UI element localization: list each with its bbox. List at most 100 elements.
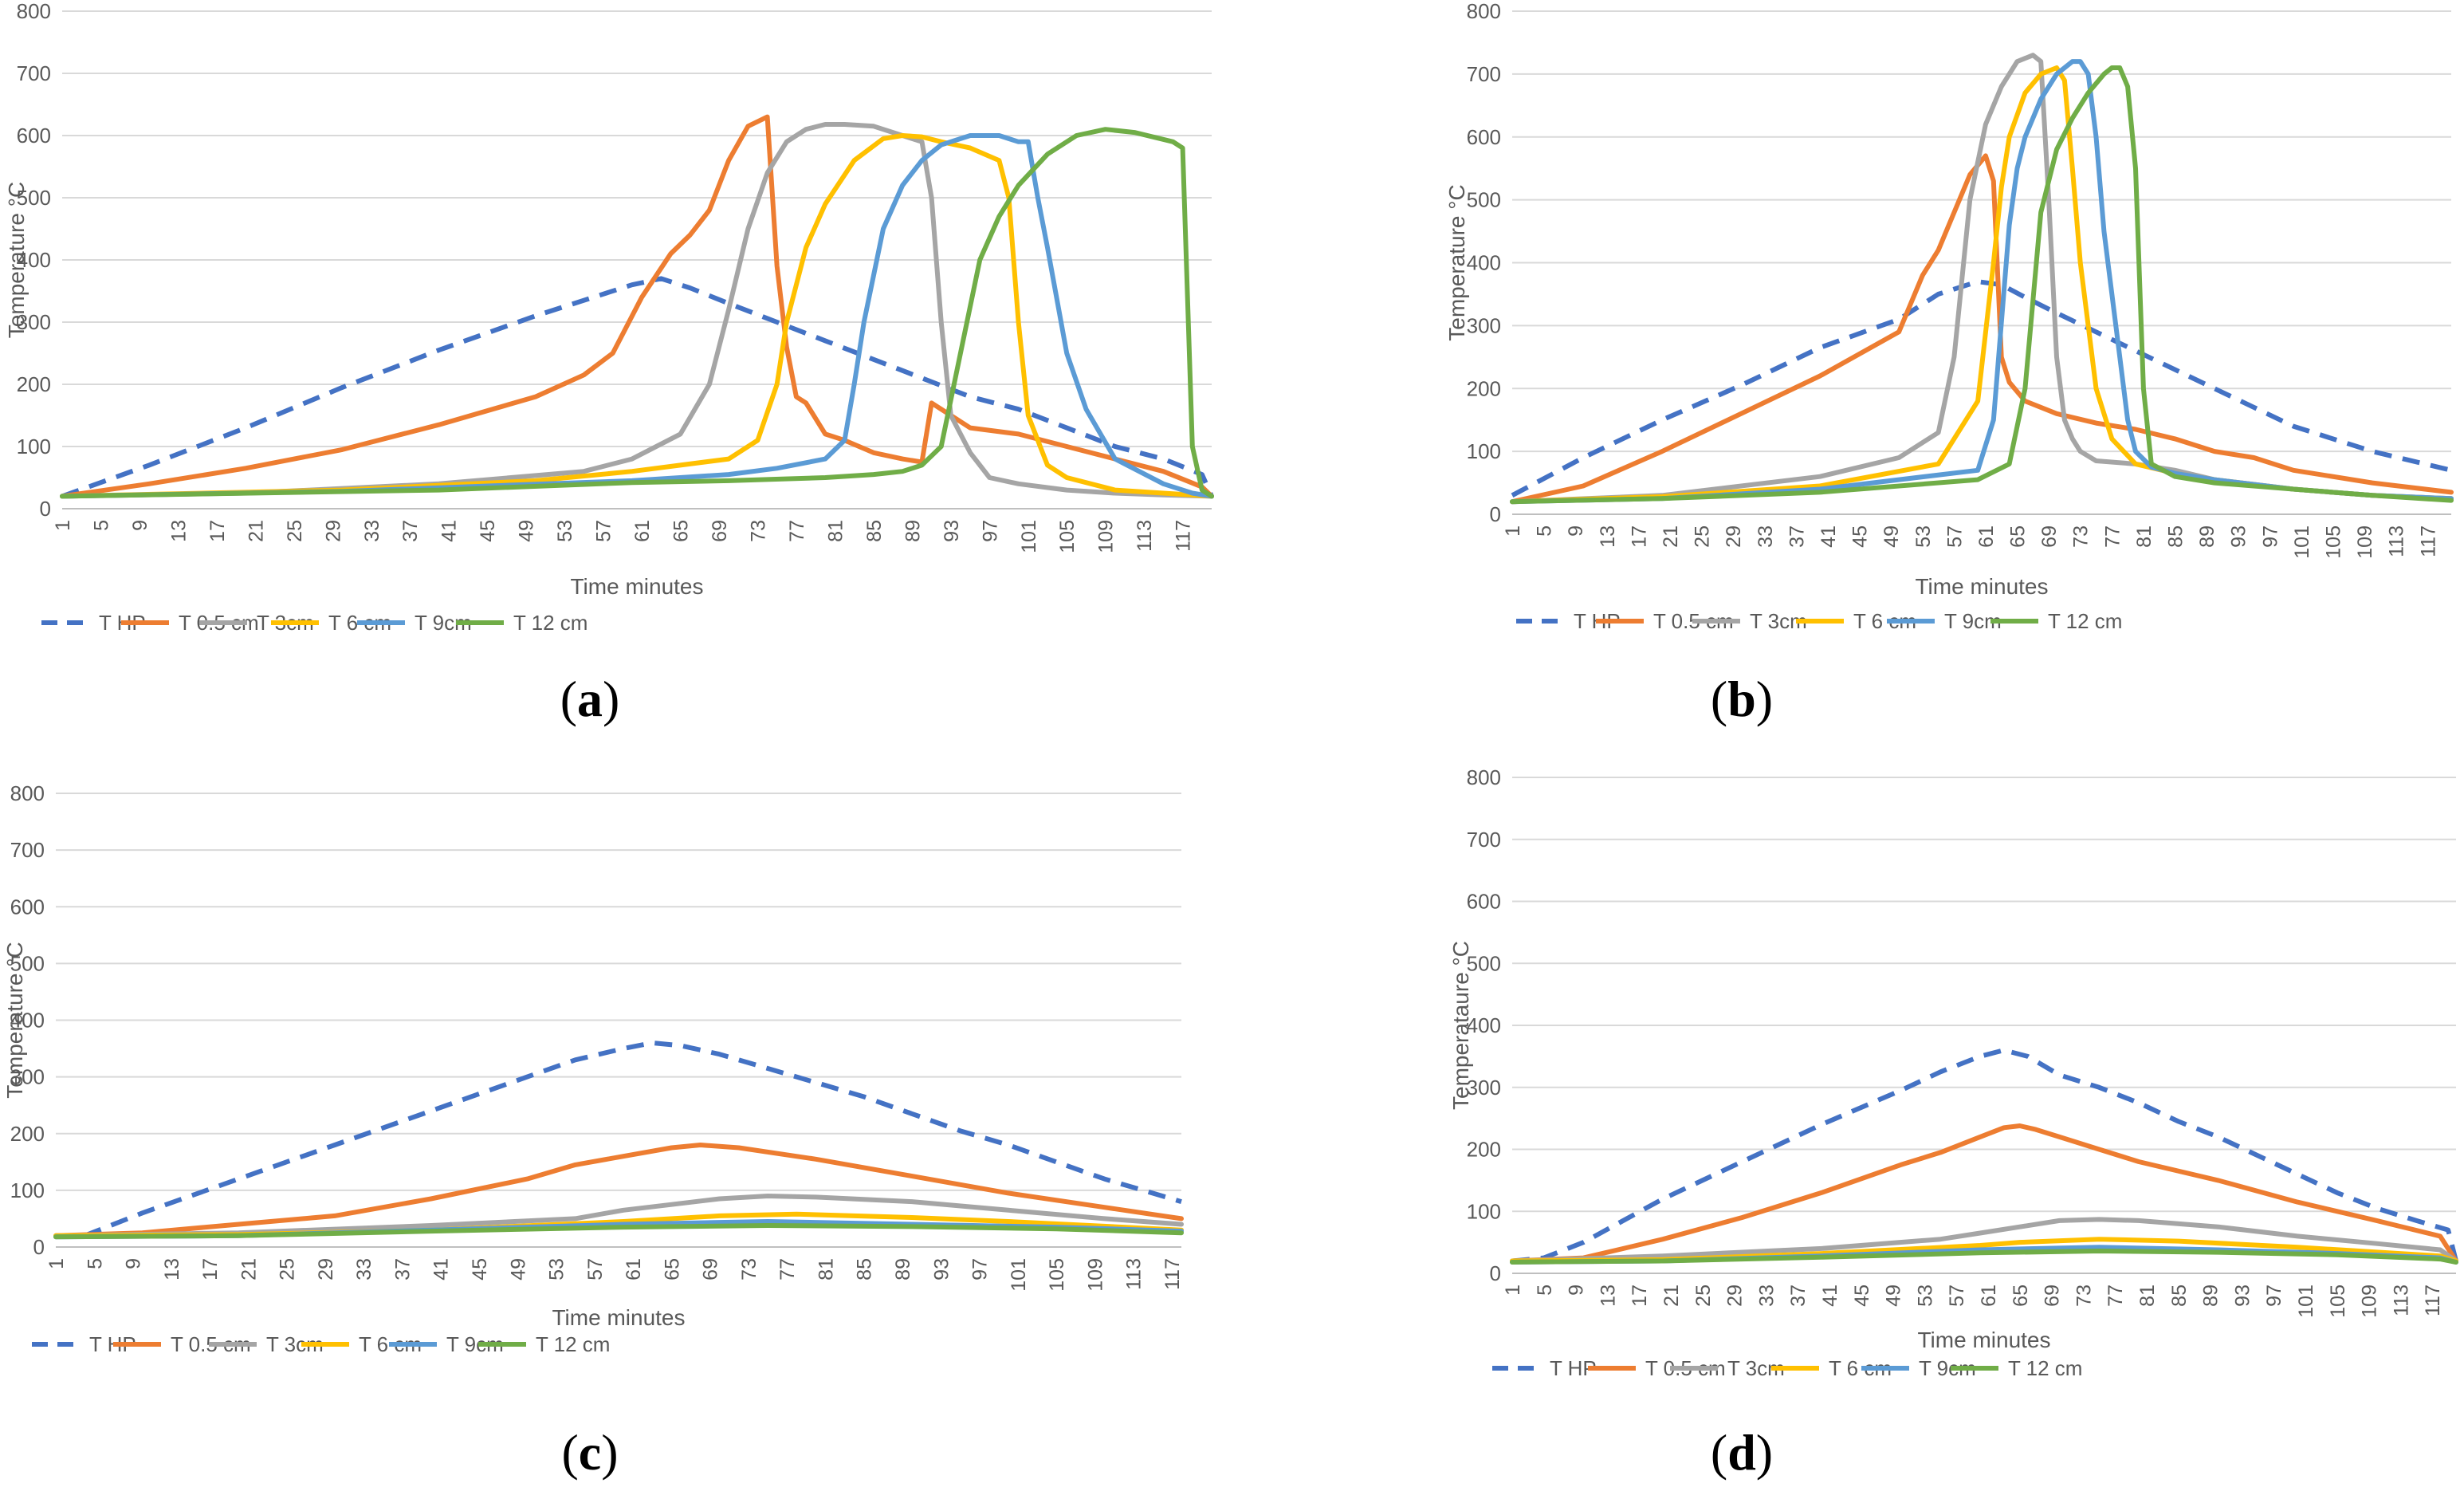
x-tick-label: 117: [2422, 1284, 2444, 1316]
legend-label: T 12 cm: [513, 611, 588, 635]
x-tick-label: 5: [84, 1258, 106, 1269]
x-tick-label: 105: [1056, 520, 1079, 553]
y-tick-label: 500: [10, 951, 45, 975]
x-tick-label: 73: [747, 520, 769, 542]
x-tick-label: 77: [786, 520, 808, 542]
x-tick-label: 97: [979, 520, 1001, 542]
x-tick-label: 69: [709, 520, 731, 542]
x-tick-label: 57: [1946, 1284, 1968, 1307]
y-tick-label: 600: [1467, 125, 1501, 149]
x-tick-label: 93: [941, 520, 963, 542]
chart-panel-c: 0 100 200 300 400 500 600 700 800 1 5 9 13 17 21 25 29 33…: [0, 765, 1232, 1481]
series-line-t-0-5-cm: [53, 1143, 1184, 1238]
x-axis-title: Time minutes: [552, 1305, 685, 1330]
y-tick-label: 200: [10, 1122, 45, 1146]
x-tick-label: 17: [206, 520, 229, 542]
x-tick-label: 89: [902, 520, 924, 542]
y-tick-label: 300: [10, 1065, 45, 1089]
x-tick-label: 29: [315, 1258, 337, 1281]
x-tick-label: 25: [1692, 1284, 1715, 1307]
x-tick-label: 113: [1134, 520, 1156, 552]
y-axis-title: Temperature °C: [2, 942, 27, 1098]
x-tick-label: 9: [129, 520, 151, 531]
x-tick-label: 77: [2101, 525, 2124, 548]
x-tick-label: 41: [1819, 1284, 1841, 1307]
x-tick-label: 73: [2073, 1284, 2095, 1307]
x-tick-label: 65: [661, 1258, 683, 1281]
x-tick-label: 65: [2007, 525, 2030, 548]
x-tick-label: 101: [1018, 520, 1040, 553]
x-tick-label: 89: [2200, 1284, 2222, 1307]
y-tick-label: 700: [1467, 62, 1501, 86]
x-tick-label: 21: [245, 520, 267, 542]
x-tick-label: 93: [2231, 1284, 2254, 1307]
y-tick-label: 600: [17, 124, 51, 148]
series-line-t-3cm: [60, 122, 1214, 499]
x-tick-label: 33: [361, 520, 383, 542]
x-tick-label: 117: [1173, 520, 1195, 552]
x-tick-label: 81: [815, 1258, 837, 1281]
chart-panel-b: 0 100 200 300 400 500 600 700 800 1 5 9 13 17 21 25 29 33…: [1232, 0, 2464, 727]
x-tick-label: 109: [2359, 1284, 2381, 1318]
x-tick-label: 53: [554, 520, 576, 542]
series-line-t-hp: [1511, 1048, 2458, 1264]
x-tick-label: 5: [1534, 1284, 1556, 1296]
x-tick-label: 57: [1943, 525, 1966, 548]
x-tick-label: 25: [277, 1258, 299, 1281]
x-tick-label: 1: [45, 1258, 68, 1269]
series-line-t-12-cm: [53, 1223, 1184, 1240]
x-axis-title: Time minutes: [1917, 1328, 2050, 1352]
x-tick-label: 33: [1755, 525, 1777, 548]
x-tick-label: 93: [930, 1258, 953, 1281]
x-tick-label: 41: [1818, 525, 1840, 548]
y-tick-label: 700: [17, 61, 51, 85]
series-line-t-hp: [56, 1040, 1182, 1238]
x-tick-label: 109: [1095, 520, 1118, 553]
x-tick-label: 77: [2104, 1284, 2127, 1307]
x-tick-label: 21: [1660, 525, 1682, 548]
y-axis-title: Temperature °C: [1444, 184, 1469, 340]
series-line-t-hp: [1511, 279, 2452, 498]
chart-panel-a: 0 100 200 300 400 500 600 700 800 1 5 9 13 17 21 25 29 33…: [0, 0, 1232, 727]
x-tick-label: 65: [670, 520, 693, 542]
series-line-t-0-5-cm: [1510, 1123, 2458, 1264]
series-line-t-0-5-cm: [1510, 153, 2454, 505]
y-axis-title: Temperataure °C: [1448, 941, 1473, 1110]
x-tick-label: 97: [2263, 1284, 2285, 1307]
y-tick-label: 100: [1467, 439, 1501, 463]
y-tick-label: 800: [10, 781, 45, 805]
y-tick-label: 800: [17, 0, 51, 23]
chart-a: 0 100 200 300 400 500 600 700 800 1 5 9 13 17 21 25 29 33…: [4, 0, 1214, 635]
x-tick-label: 5: [1534, 525, 1556, 537]
x-tick-label: 25: [284, 520, 306, 542]
y-tick-label: 600: [10, 895, 45, 919]
x-tick-label: 53: [1914, 1284, 1936, 1307]
y-tick-label: 0: [1490, 502, 1501, 526]
x-tick-label: 45: [1851, 1284, 1873, 1307]
x-tick-label: 17: [1628, 525, 1650, 548]
x-tick-label: 81: [2136, 1284, 2159, 1307]
legend-label: T 12 cm: [536, 1332, 610, 1356]
x-tick-label: 13: [167, 520, 190, 542]
y-tick-label: 0: [33, 1235, 45, 1259]
x-tick-label: 109: [2354, 525, 2376, 559]
x-tick-label: 61: [631, 520, 654, 542]
x-tick-label: 9: [123, 1258, 145, 1269]
y-tick-label: 300: [1467, 313, 1501, 337]
x-tick-label: 69: [700, 1258, 722, 1281]
y-tick-label: 500: [1467, 951, 1501, 975]
x-tick-label: 101: [1008, 1258, 1030, 1292]
x-tick-label: 81: [824, 520, 847, 542]
x-tick-label: 25: [1692, 525, 1714, 548]
x-tick-label: 105: [1046, 1258, 1068, 1292]
chart-d: 0 100 200 300 400 500 600 700 800 1 5 9 13 17 21 25 29 33…: [1448, 765, 2458, 1380]
y-axis-title: Temperature °C: [4, 182, 29, 338]
x-tick-label: 81: [2133, 525, 2156, 548]
x-tick-label: 37: [391, 1258, 414, 1281]
x-tick-label: 69: [2038, 525, 2061, 548]
y-tick-label: 500: [17, 186, 51, 210]
y-tick-label: 100: [10, 1178, 45, 1202]
x-tick-label: 53: [546, 1258, 568, 1281]
series-line-t-3cm: [1510, 1217, 2458, 1264]
y-tick-label: 200: [1467, 376, 1501, 400]
